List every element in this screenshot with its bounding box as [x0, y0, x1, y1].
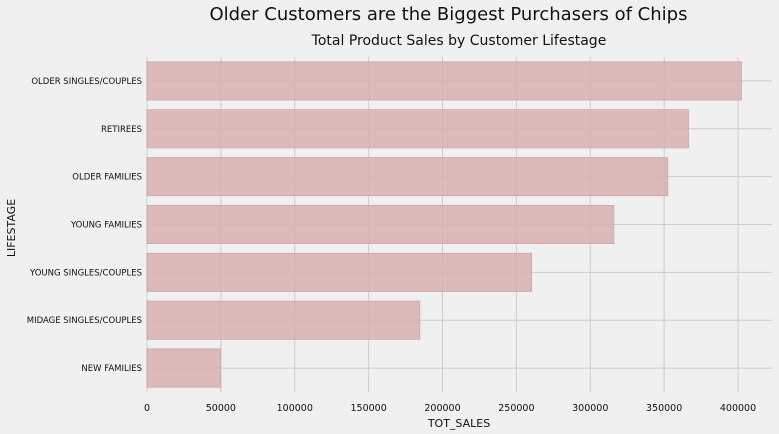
x-tick-label: 200000	[424, 403, 460, 414]
bar	[146, 61, 742, 101]
x-axis-label: TOT_SALES	[427, 417, 490, 430]
x-tick-label: 400000	[720, 403, 756, 414]
x-tick-label: 300000	[572, 403, 608, 414]
bar	[146, 157, 669, 197]
x-tick-label: 50000	[206, 403, 236, 414]
figure-suptitle: Older Customers are the Biggest Purchase…	[209, 4, 688, 25]
bar	[146, 348, 222, 388]
y-tick-label: YOUNG SINGLES/COUPLES	[29, 268, 142, 278]
x-tick-label: 350000	[646, 403, 682, 414]
chart-title: Total Product Sales by Customer Lifestag…	[311, 33, 607, 49]
y-tick-label: YOUNG FAMILIES	[70, 221, 142, 231]
y-tick-label: OLDER SINGLES/COUPLES	[31, 77, 142, 87]
bar	[146, 205, 615, 244]
y-tick-labels: OLDER SINGLES/COUPLES RETIREES OLDER FAMIL…	[27, 77, 142, 374]
x-tick-labels: 0 50000 100000 150000 200000 250000 300000 3500…	[144, 403, 756, 414]
x-tick-label: 100000	[277, 403, 313, 414]
x-tick-label: 250000	[498, 403, 534, 414]
y-tick-label: OLDER FAMILIES	[72, 173, 142, 183]
bar	[146, 109, 689, 149]
x-tick-label: 150000	[350, 403, 386, 414]
bar	[146, 300, 421, 340]
y-tick-label: NEW FAMILIES	[81, 364, 142, 374]
y-tick-label: MIDAGE SINGLES/COUPLES	[27, 316, 142, 326]
x-tick-label: 0	[144, 403, 150, 414]
y-tick-label: RETIREES	[101, 125, 142, 135]
y-axis-label: LIFESTAGE	[5, 199, 18, 257]
bar	[146, 252, 533, 292]
bars	[146, 61, 742, 388]
